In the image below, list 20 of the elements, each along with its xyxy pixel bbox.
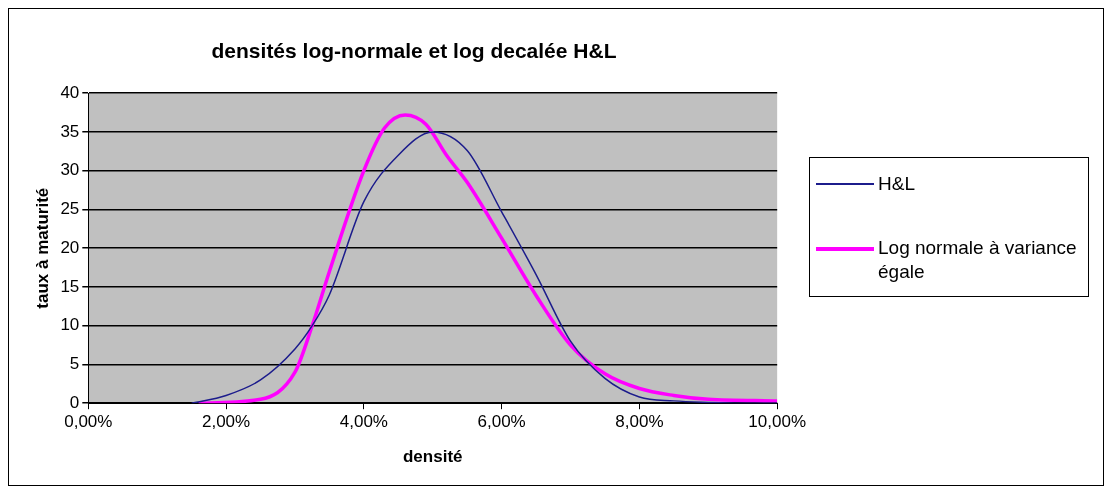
x-tick-label: 0,00%	[64, 412, 113, 432]
x-tick-label: 10,00%	[748, 412, 807, 432]
y-tick-label: 35	[60, 121, 80, 141]
chart-title: densités log-normale et log decalée H&L	[211, 39, 617, 63]
y-tick-label: 0	[69, 392, 80, 412]
y-tick-label: 20	[60, 237, 80, 257]
x-tick-label: 6,00%	[477, 412, 526, 432]
x-tick-label: 2,00%	[201, 412, 251, 432]
y-tick-label: 5	[69, 354, 80, 374]
y-tick-label: 40	[60, 82, 80, 102]
y-tick-label: 15	[60, 276, 80, 296]
x-axis-title: densité	[402, 447, 463, 467]
legend-label: Log normale à variance égale	[878, 236, 1078, 284]
y-tick-label: 30	[60, 160, 80, 180]
y-tick-label: 10	[60, 315, 80, 335]
x-tick-label: 4,00%	[339, 412, 388, 432]
y-tick-label: 25	[60, 199, 80, 219]
x-tick-label: 8,00%	[615, 412, 664, 432]
legend-label: H&L	[878, 172, 915, 196]
y-axis-title: taux à maturité	[32, 187, 52, 309]
